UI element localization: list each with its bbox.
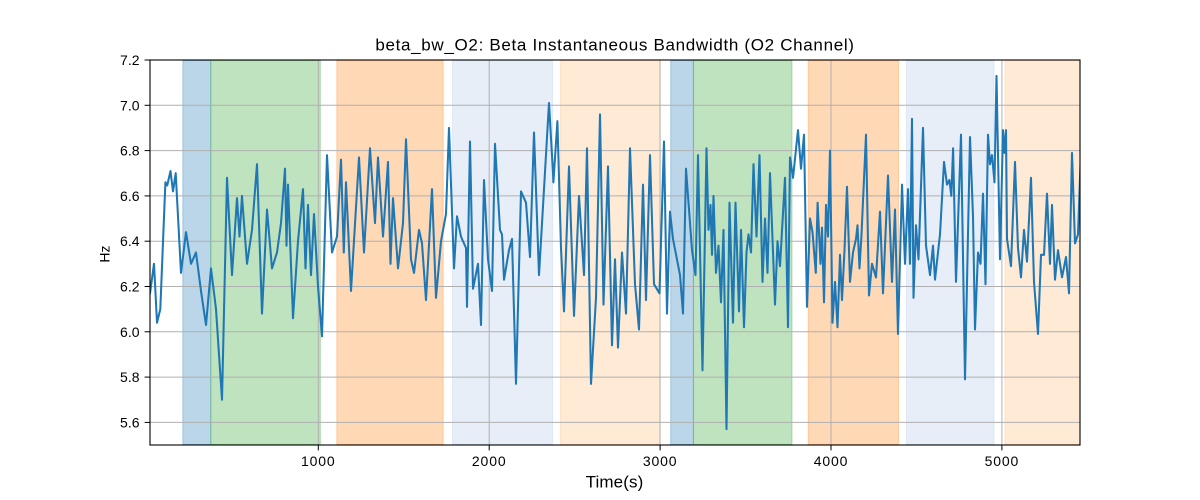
svg-text:7.2: 7.2 [120,52,140,68]
svg-text:beta_bw_O2: Beta Instantaneous: beta_bw_O2: Beta Instantaneous Bandwidth… [375,36,854,55]
svg-text:7.0: 7.0 [120,97,140,113]
svg-text:3000: 3000 [643,453,678,469]
svg-text:5000: 5000 [985,453,1020,469]
svg-text:6.4: 6.4 [120,233,140,249]
svg-text:6.6: 6.6 [120,188,140,204]
svg-text:1000: 1000 [301,453,336,469]
svg-text:6.0: 6.0 [120,324,140,340]
svg-text:4000: 4000 [814,453,849,469]
svg-text:5.8: 5.8 [120,369,140,385]
svg-text:5.6: 5.6 [120,414,140,430]
svg-text:Hz: Hz [97,245,113,262]
svg-text:Time(s): Time(s) [586,472,644,491]
svg-text:6.2: 6.2 [120,279,140,295]
svg-text:6.8: 6.8 [120,143,140,159]
svg-text:2000: 2000 [472,453,507,469]
